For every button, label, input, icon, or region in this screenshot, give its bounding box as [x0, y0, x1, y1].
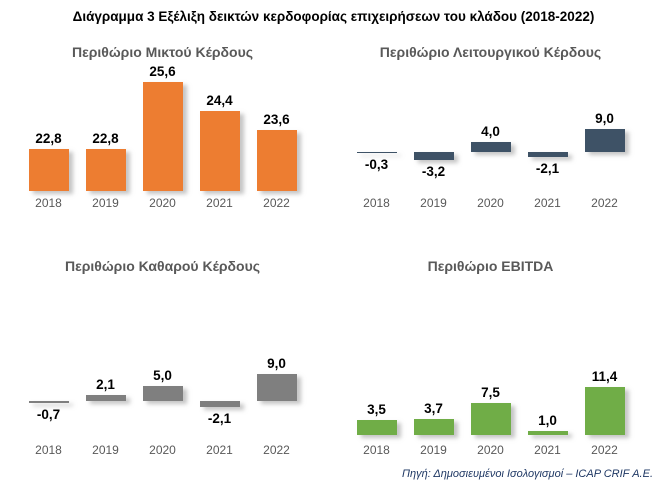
value-label: 22,8 [92, 131, 119, 146]
value-label: 11,4 [591, 369, 618, 384]
bar-2020 [470, 403, 511, 435]
value-label: -0,3 [364, 157, 389, 172]
bar-2022 [256, 130, 297, 191]
bar-2018 [28, 401, 69, 403]
value-label: 3,5 [367, 402, 386, 417]
year-label: 2021 [534, 443, 561, 457]
value-label: 24,4 [206, 93, 233, 108]
bar-2019 [85, 395, 126, 401]
bar-2021 [199, 401, 240, 407]
bar-2021 [527, 431, 568, 435]
year-label: 2022 [591, 196, 618, 210]
plot-area-gross-profit-margin: 22,8 2018 22,8 2019 25,6 2020 24,4 2021 23,6 2022 [20, 44, 305, 214]
chart-panel-gross-profit-margin: Περιθώριο Μικτού Κέρδους 22,8 2018 22,8 201… [20, 44, 305, 214]
value-label: 1,0 [538, 413, 557, 428]
bar-2019 [413, 419, 454, 435]
value-label: 9,0 [267, 356, 286, 371]
year-label: 2020 [477, 196, 504, 210]
year-label: 2021 [206, 196, 233, 210]
value-label: -2,1 [207, 411, 232, 426]
value-label: 23,6 [263, 112, 290, 127]
chart-panel-net-profit-margin: Περιθώριο Καθαρού Κέρδους -0,7 2018 2,1 201… [20, 252, 305, 462]
plot-area-ebitda-margin: 3,5 2018 3,7 2019 7,5 2020 1,0 2021 11,4 2022 [348, 252, 633, 462]
value-label: -3,2 [421, 164, 446, 179]
value-label: 7,5 [481, 385, 500, 400]
value-label: -0,7 [36, 407, 61, 422]
chart-title-net-profit-margin: Περιθώριο Καθαρού Κέρδους [64, 258, 261, 274]
year-label: 2018 [35, 443, 62, 457]
bar-2022 [584, 387, 625, 435]
chart-title-gross-profit-margin: Περιθώριο Μικτού Κέρδους [71, 44, 254, 60]
year-label: 2022 [591, 443, 618, 457]
plot-area-operating-profit-margin: -0,3 2018 -3,2 2019 4,0 2020 -2,1 2021 9,0 2022 [348, 44, 633, 214]
bar-2019 [85, 149, 126, 191]
value-label: 3,7 [424, 401, 443, 416]
year-label: 2019 [92, 443, 119, 457]
year-label: 2020 [477, 443, 504, 457]
bar-2018 [28, 149, 69, 191]
year-label: 2018 [363, 196, 390, 210]
bar-2022 [256, 374, 297, 401]
bar-2021 [199, 111, 240, 191]
value-label: -2,1 [535, 161, 560, 176]
year-label: 2022 [263, 196, 290, 210]
bar-2020 [142, 82, 183, 191]
value-label: 9,0 [595, 111, 614, 126]
plot-area-net-profit-margin: -0,7 2018 2,1 2019 5,0 2020 -2,1 2021 9,0 2022 [20, 252, 305, 462]
bar-2018 [356, 420, 397, 435]
bar-2018 [356, 152, 397, 153]
year-label: 2020 [149, 443, 176, 457]
value-label: 22,8 [35, 131, 62, 146]
year-label: 2021 [206, 443, 233, 457]
year-label: 2019 [420, 443, 447, 457]
year-label: 2019 [420, 196, 447, 210]
chart-panel-ebitda-margin: Περιθώριο EBITDA 3,5 2018 3,7 2019 7,5 2020 1,… [348, 252, 633, 462]
year-label: 2021 [534, 196, 561, 210]
value-label: 2,1 [96, 377, 115, 392]
year-label: 2018 [363, 443, 390, 457]
year-label: 2019 [92, 196, 119, 210]
year-label: 2020 [149, 196, 176, 210]
bar-2022 [584, 129, 625, 152]
value-label: 4,0 [481, 124, 500, 139]
value-label: 25,6 [149, 64, 176, 79]
bar-2020 [142, 386, 183, 401]
chart-panel-operating-profit-margin: Περιθώριο Λειτουργικού Κέρδους -0,3 2018-… [348, 44, 633, 214]
year-label: 2018 [35, 196, 62, 210]
value-label: 5,0 [153, 368, 172, 383]
chart-title-operating-profit-margin: Περιθώριο Λειτουργικού Κέρδους [379, 44, 602, 60]
year-label: 2022 [263, 443, 290, 457]
bar-2019 [413, 152, 454, 160]
bar-2020 [470, 142, 511, 152]
figure-title: Διάγραμμα 3 Εξέλιξη δεικτών κερδοφορίας … [72, 9, 595, 24]
chart-title-ebitda-margin: Περιθώριο EBITDA [427, 258, 554, 274]
bar-2021 [527, 152, 568, 157]
source-note: Πηγή: Δημοσιευμένοι Ισολογισμοί – ICAP C… [402, 468, 653, 480]
